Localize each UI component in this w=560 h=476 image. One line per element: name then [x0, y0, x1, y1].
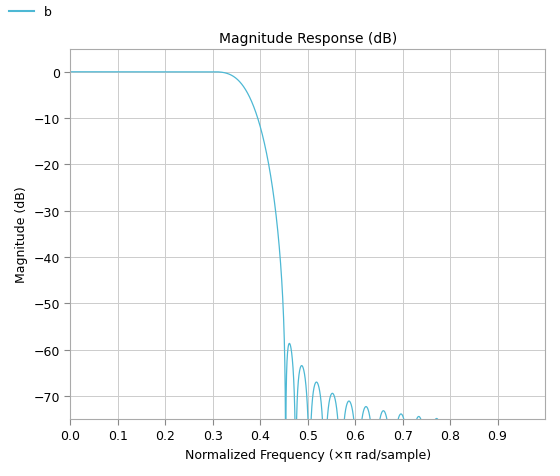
- Title: Magnitude Response (dB): Magnitude Response (dB): [218, 31, 397, 46]
- Legend: b: b: [9, 6, 52, 19]
- Y-axis label: Magnitude (dB): Magnitude (dB): [15, 186, 28, 283]
- X-axis label: Normalized Frequency (×π rad/sample): Normalized Frequency (×π rad/sample): [185, 448, 431, 461]
